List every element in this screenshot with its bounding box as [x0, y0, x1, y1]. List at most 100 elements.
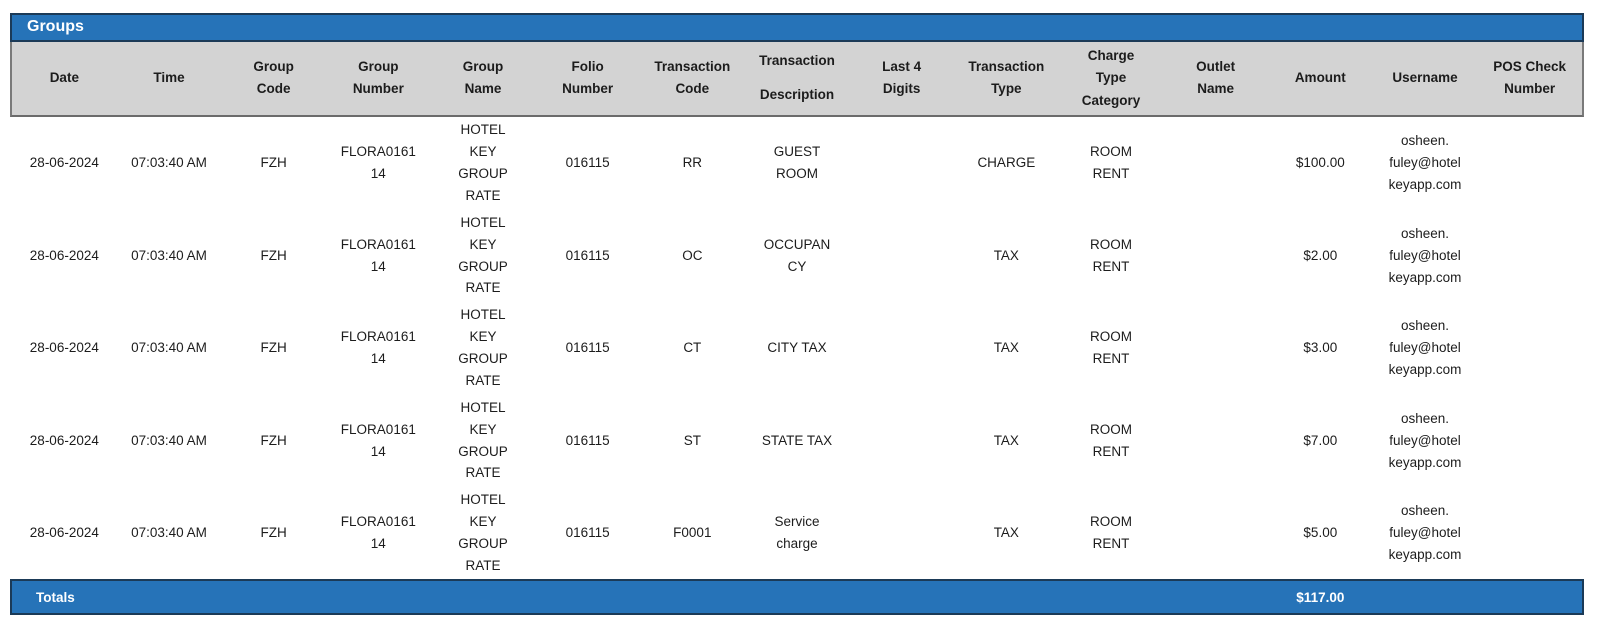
cell-transaction-type: TAX: [993, 432, 1019, 448]
cell-time: 07:03:40 AM: [131, 432, 207, 448]
cell-charge-type-category: ROOM RENT: [1089, 514, 1132, 552]
cell-pos-check-number: [1477, 439, 1582, 443]
cell-date: 28-06-2024: [29, 247, 99, 263]
column-header-pos-check-number: POS Check Number: [1493, 59, 1567, 97]
cell-username: osheen. fuley@hotel keyapp.com: [1388, 318, 1462, 378]
column-header-folio-number: Folio Number: [562, 59, 614, 97]
cell-transaction-code: F0001: [673, 525, 712, 541]
cell-last-4-digits: [849, 531, 954, 535]
cell-transaction-type: TAX: [993, 525, 1019, 541]
table-row: 28-06-2024 07:03:40 AM FZH FLORA0161 14 …: [12, 209, 1582, 302]
cell-group-code: FZH: [260, 155, 287, 171]
cell-outlet-name: [1163, 531, 1268, 535]
cell-date: 28-06-2024: [29, 432, 99, 448]
cell-outlet-name: [1163, 439, 1268, 443]
cell-amount: $7.00: [1303, 432, 1338, 448]
cell-charge-type-category: ROOM RENT: [1089, 144, 1132, 182]
cell-group-name: HOTEL KEY GROUP RATE: [458, 122, 508, 203]
cell-group-name: HOTEL KEY GROUP RATE: [458, 214, 508, 296]
cell-transaction-description: OCCUPAN CY: [763, 236, 831, 274]
column-header-date: Date: [49, 70, 79, 86]
table-row: 28-06-2024 07:03:40 AM FZH FLORA0161 14 …: [12, 394, 1582, 487]
groups-title-bar: Groups: [10, 13, 1584, 42]
cell-folio-number: 016115: [565, 340, 610, 356]
totals-amount: $117.00: [1296, 589, 1345, 605]
cell-amount: $3.00: [1303, 340, 1338, 356]
cell-transaction-type: CHARGE: [977, 155, 1036, 171]
table-row: 28-06-2024 07:03:40 AM FZH FLORA0161 14 …: [12, 487, 1582, 580]
cell-time: 07:03:40 AM: [131, 155, 207, 171]
totals-row: Totals $117.00: [10, 579, 1584, 616]
cell-pos-check-number: [1477, 254, 1582, 258]
cell-time: 07:03:40 AM: [131, 247, 207, 263]
cell-transaction-description: STATE TAX: [761, 432, 833, 448]
cell-last-4-digits: [849, 346, 954, 350]
column-header-transaction-type: Transaction Type: [968, 59, 1045, 97]
cell-outlet-name: [1163, 254, 1268, 258]
column-header-transaction-code: Transaction Code: [654, 59, 731, 97]
cell-group-number: FLORA0161 14: [340, 236, 416, 274]
cell-group-number: FLORA0161 14: [340, 144, 416, 182]
cell-group-number: FLORA0161 14: [340, 514, 416, 552]
cell-charge-type-category: ROOM RENT: [1089, 236, 1132, 274]
cell-last-4-digits: [849, 254, 954, 258]
table-body: 28-06-2024 07:03:40 AM FZH FLORA0161 14 …: [10, 117, 1584, 580]
cell-transaction-description: CITY TAX: [767, 340, 827, 356]
cell-group-name: HOTEL KEY GROUP RATE: [458, 307, 508, 388]
column-header-row: Date Time Group Code Group Number Group …: [10, 42, 1584, 117]
cell-charge-type-category: ROOM RENT: [1089, 421, 1132, 459]
column-header-group-number: Group Number: [352, 59, 404, 97]
cell-transaction-code: OC: [682, 247, 703, 263]
column-header-outlet-name: Outlet Name: [1196, 59, 1236, 97]
cell-transaction-description: GUEST ROOM: [773, 144, 821, 182]
cell-transaction-type: TAX: [993, 340, 1019, 356]
cell-pos-check-number: [1477, 161, 1582, 165]
cell-username: osheen. fuley@hotel keyapp.com: [1388, 133, 1462, 193]
cell-amount: $2.00: [1303, 247, 1338, 263]
cell-amount: $5.00: [1303, 525, 1338, 541]
column-header-last-4-digits: Last 4 Digits: [882, 59, 922, 97]
table-row: 28-06-2024 07:03:40 AM FZH FLORA0161 14 …: [12, 117, 1582, 210]
cell-group-code: FZH: [260, 247, 287, 263]
column-header-charge-type-category: Charge Type Category: [1081, 48, 1141, 108]
cell-group-name: HOTEL KEY GROUP RATE: [458, 399, 508, 481]
cell-group-number: FLORA0161 14: [340, 421, 416, 459]
cell-folio-number: 016115: [565, 432, 610, 448]
cell-group-code: FZH: [260, 340, 287, 356]
column-header-group-code: Group Code: [253, 59, 294, 97]
cell-folio-number: 016115: [565, 247, 610, 263]
cell-folio-number: 016115: [565, 155, 610, 171]
cell-transaction-code: RR: [682, 155, 703, 171]
cell-amount: $100.00: [1295, 155, 1345, 171]
cell-group-code: FZH: [260, 525, 287, 541]
cell-date: 28-06-2024: [29, 340, 99, 356]
cell-pos-check-number: [1477, 346, 1582, 350]
cell-transaction-code: ST: [683, 432, 701, 448]
cell-username: osheen. fuley@hotel keyapp.com: [1388, 225, 1462, 285]
cell-group-code: FZH: [260, 432, 287, 448]
cell-outlet-name: [1163, 161, 1268, 165]
cell-time: 07:03:40 AM: [131, 525, 207, 541]
cell-transaction-description: Service charge: [774, 514, 820, 552]
cell-outlet-name: [1163, 346, 1268, 350]
cell-group-number: FLORA0161 14: [340, 329, 416, 367]
column-header-username: Username: [1392, 70, 1458, 86]
column-header-time: Time: [153, 70, 185, 86]
cell-transaction-code: CT: [683, 340, 702, 356]
cell-last-4-digits: [849, 161, 954, 165]
cell-date: 28-06-2024: [29, 525, 99, 541]
cell-last-4-digits: [849, 439, 954, 443]
groups-report-table: Groups Date Time Group Code Group Number…: [10, 13, 1584, 616]
totals-label: Totals: [36, 589, 75, 605]
cell-username: osheen. fuley@hotel keyapp.com: [1388, 503, 1462, 563]
cell-folio-number: 016115: [565, 525, 610, 541]
table-row: 28-06-2024 07:03:40 AM FZH FLORA0161 14 …: [12, 302, 1582, 395]
column-header-transaction-description: Transaction Description: [759, 53, 835, 103]
cell-date: 28-06-2024: [29, 155, 99, 171]
column-header-amount: Amount: [1294, 70, 1346, 86]
cell-pos-check-number: [1477, 531, 1582, 535]
cell-charge-type-category: ROOM RENT: [1089, 329, 1132, 367]
column-header-group-name: Group Name: [462, 59, 504, 97]
groups-title: Groups: [27, 18, 84, 35]
cell-username: osheen. fuley@hotel keyapp.com: [1388, 410, 1462, 470]
